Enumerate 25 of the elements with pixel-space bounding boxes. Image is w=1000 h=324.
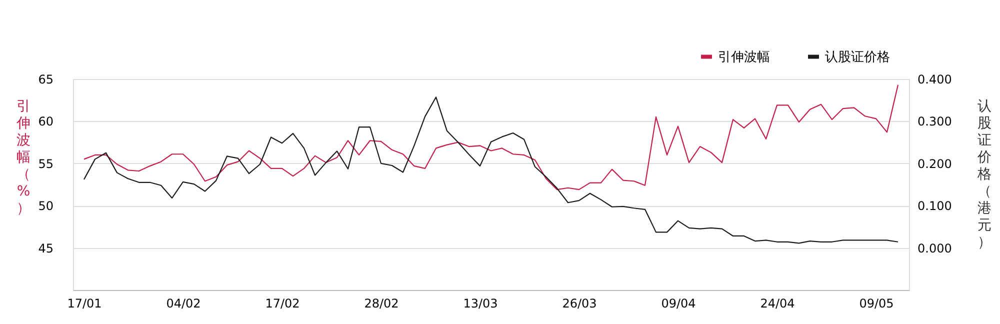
line-series bbox=[83, 96, 899, 244]
x-tick-label: 09/05 bbox=[859, 296, 894, 310]
x-tick-label: 04/02 bbox=[166, 296, 201, 310]
y-tick-label: 55 bbox=[38, 156, 54, 171]
y-tick-label: 60 bbox=[38, 114, 54, 129]
legend-label: 认股证价格 bbox=[825, 50, 890, 65]
text: 认股证价格（港元） bbox=[978, 98, 992, 250]
x-tick-label: 24/04 bbox=[760, 296, 795, 310]
x-tick-label: 17/02 bbox=[265, 296, 300, 310]
x-tick-label: 13/03 bbox=[463, 296, 498, 310]
y-tick-label: 45 bbox=[38, 241, 54, 256]
x-tick-label: 09/04 bbox=[661, 296, 696, 310]
x-tick-label: 28/02 bbox=[364, 296, 399, 310]
y2-tick-label: 0.000 bbox=[918, 241, 952, 256]
y2-tick-label: 0.100 bbox=[918, 199, 952, 214]
y2-tick-label: 0.300 bbox=[918, 114, 952, 129]
y2-tick-label: 0.400 bbox=[918, 72, 952, 86]
legend-label: 引伸波幅 bbox=[718, 50, 770, 65]
y-axis-title: 引伸波幅（%） bbox=[16, 98, 30, 216]
y-tick-label: 65 bbox=[38, 72, 54, 86]
x-tick-label: 17/01 bbox=[67, 296, 102, 310]
y-tick-label: 50 bbox=[38, 199, 54, 214]
x-tick-label: 26/03 bbox=[562, 296, 597, 310]
y2-tick-label: 0.200 bbox=[918, 156, 952, 171]
line-series bbox=[83, 84, 899, 190]
